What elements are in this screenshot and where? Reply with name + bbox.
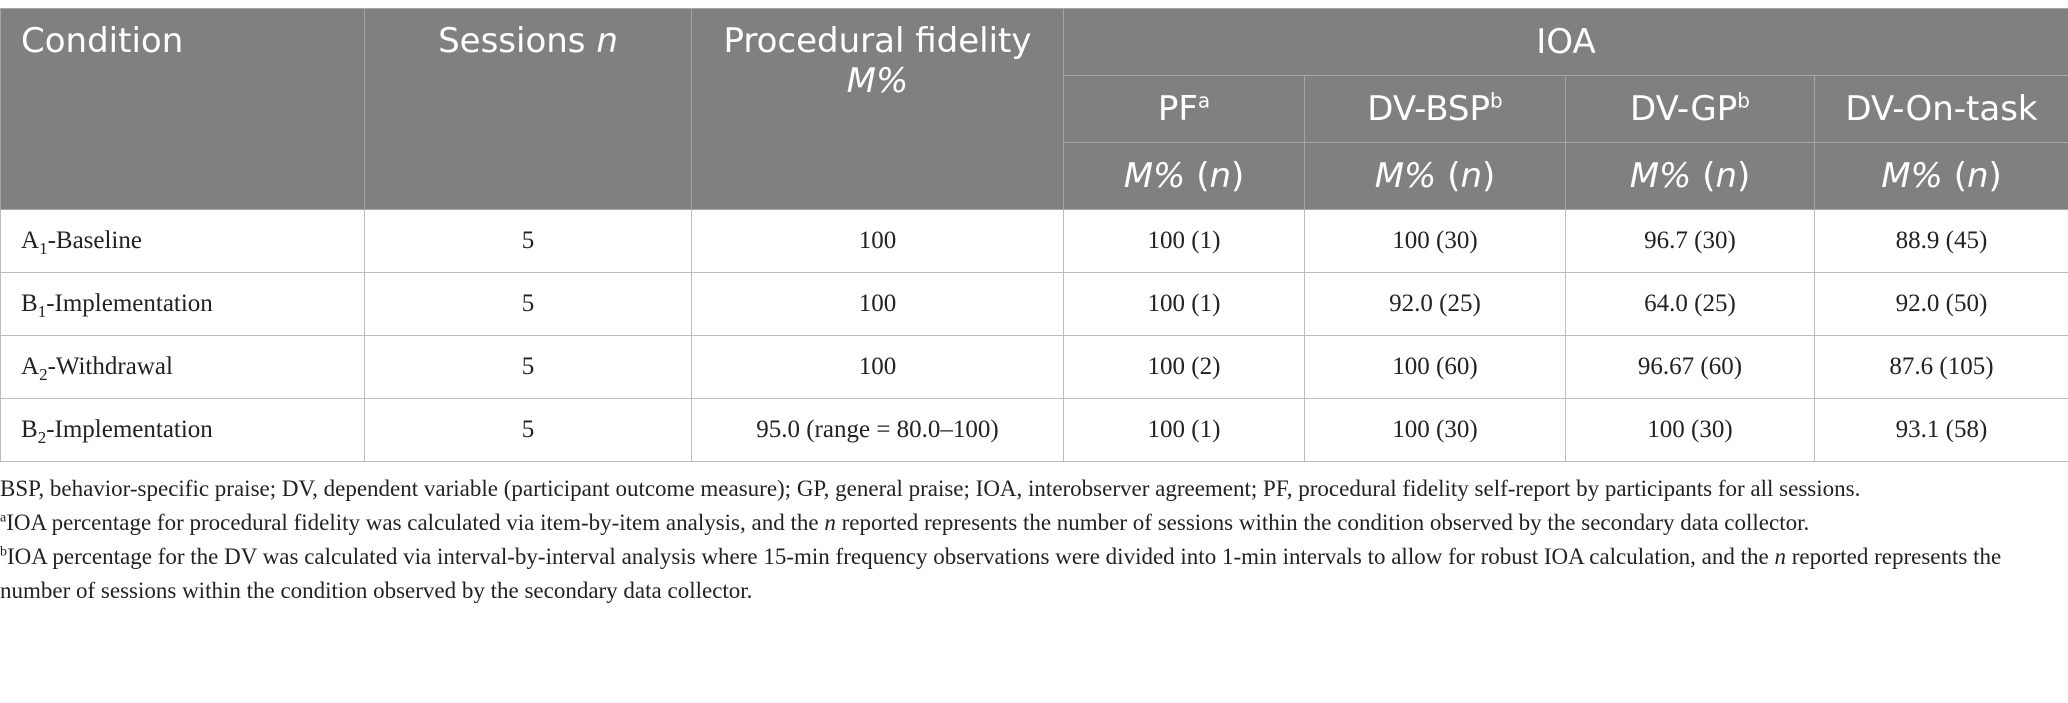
cell-condition: B1-Implementation bbox=[0, 272, 365, 336]
table-row: A1-Baseline 5 100 100 (1) 100 (30) 96.7 … bbox=[0, 209, 2068, 273]
note-a: aIOA percentage for procedural fidelity … bbox=[0, 510, 1810, 535]
table-row: A2-Withdrawal 5 100 100 (2) 100 (60) 96.… bbox=[0, 335, 2068, 399]
cell-dv-on-task: 88.9 (45) bbox=[1813, 209, 2068, 273]
header-dv-bsp: DV-BSPb bbox=[1304, 75, 1566, 143]
header-dv-on-task: DV-On-task bbox=[1813, 75, 2068, 143]
cell-dv-bsp: 100 (30) bbox=[1304, 398, 1566, 462]
cell-dv-bsp: 100 (30) bbox=[1304, 209, 1566, 273]
header-condition: Condition bbox=[0, 8, 365, 210]
cell-fidelity: 95.0 (range = 80.0–100) bbox=[691, 398, 1064, 462]
cell-sessions: 5 bbox=[364, 398, 692, 462]
cell-condition: B2-Implementation bbox=[0, 398, 365, 462]
cell-pf: 100 (1) bbox=[1063, 272, 1305, 336]
cell-dv-bsp: 92.0 (25) bbox=[1304, 272, 1566, 336]
header-metric-on-task: M% (n) bbox=[1813, 142, 2068, 210]
cell-dv-bsp: 100 (60) bbox=[1304, 335, 1566, 399]
note-abbreviations: BSP, behavior-specific praise; DV, depen… bbox=[0, 476, 1861, 501]
cell-dv-on-task: 87.6 (105) bbox=[1813, 335, 2068, 399]
cell-dv-on-task: 92.0 (50) bbox=[1813, 272, 2068, 336]
table-header: Condition Sessions n Procedural fidelity… bbox=[0, 8, 2068, 210]
cell-sessions: 5 bbox=[364, 209, 692, 273]
cell-dv-on-task: 93.1 (58) bbox=[1813, 398, 2068, 462]
data-table-container: Condition Sessions n Procedural fidelity… bbox=[0, 8, 2068, 462]
header-sessions: Sessions n bbox=[364, 8, 692, 210]
header-procedural-fidelity: Procedural fidelity M% bbox=[691, 8, 1064, 210]
header-pf: PFa bbox=[1063, 75, 1305, 143]
note-b: bIOA percentage for the DV was calculate… bbox=[0, 544, 2002, 603]
cell-sessions: 5 bbox=[364, 335, 692, 399]
table-row: B1-Implementation 5 100 100 (1) 92.0 (25… bbox=[0, 272, 2068, 336]
data-table: Condition Sessions n Procedural fidelity… bbox=[0, 8, 2068, 462]
header-dv-gp: DV-GPb bbox=[1565, 75, 1815, 143]
table-notes: BSP, behavior-specific praise; DV, depen… bbox=[0, 472, 2060, 608]
cell-dv-gp: 64.0 (25) bbox=[1565, 272, 1815, 336]
cell-condition: A2-Withdrawal bbox=[0, 335, 365, 399]
header-metric-gp: M% (n) bbox=[1565, 142, 1815, 210]
cell-pf: 100 (1) bbox=[1063, 209, 1305, 273]
cell-condition: A1-Baseline bbox=[0, 209, 365, 273]
cell-dv-gp: 96.7 (30) bbox=[1565, 209, 1815, 273]
header-ioa: IOA bbox=[1062, 8, 2068, 76]
cell-dv-gp: 96.67 (60) bbox=[1565, 335, 1815, 399]
cell-pf: 100 (1) bbox=[1063, 398, 1305, 462]
cell-sessions: 5 bbox=[364, 272, 692, 336]
header-metric-pf: M% (n) bbox=[1063, 142, 1305, 210]
header-metric-bsp: M% (n) bbox=[1304, 142, 1566, 210]
cell-dv-gp: 100 (30) bbox=[1565, 398, 1815, 462]
table-row: B2-Implementation 5 95.0 (range = 80.0–1… bbox=[0, 398, 2068, 462]
cell-fidelity: 100 bbox=[691, 209, 1064, 273]
table-body: A1-Baseline 5 100 100 (1) 100 (30) 96.7 … bbox=[0, 209, 2068, 462]
cell-pf: 100 (2) bbox=[1063, 335, 1305, 399]
cell-fidelity: 100 bbox=[691, 335, 1064, 399]
cell-fidelity: 100 bbox=[691, 272, 1064, 336]
